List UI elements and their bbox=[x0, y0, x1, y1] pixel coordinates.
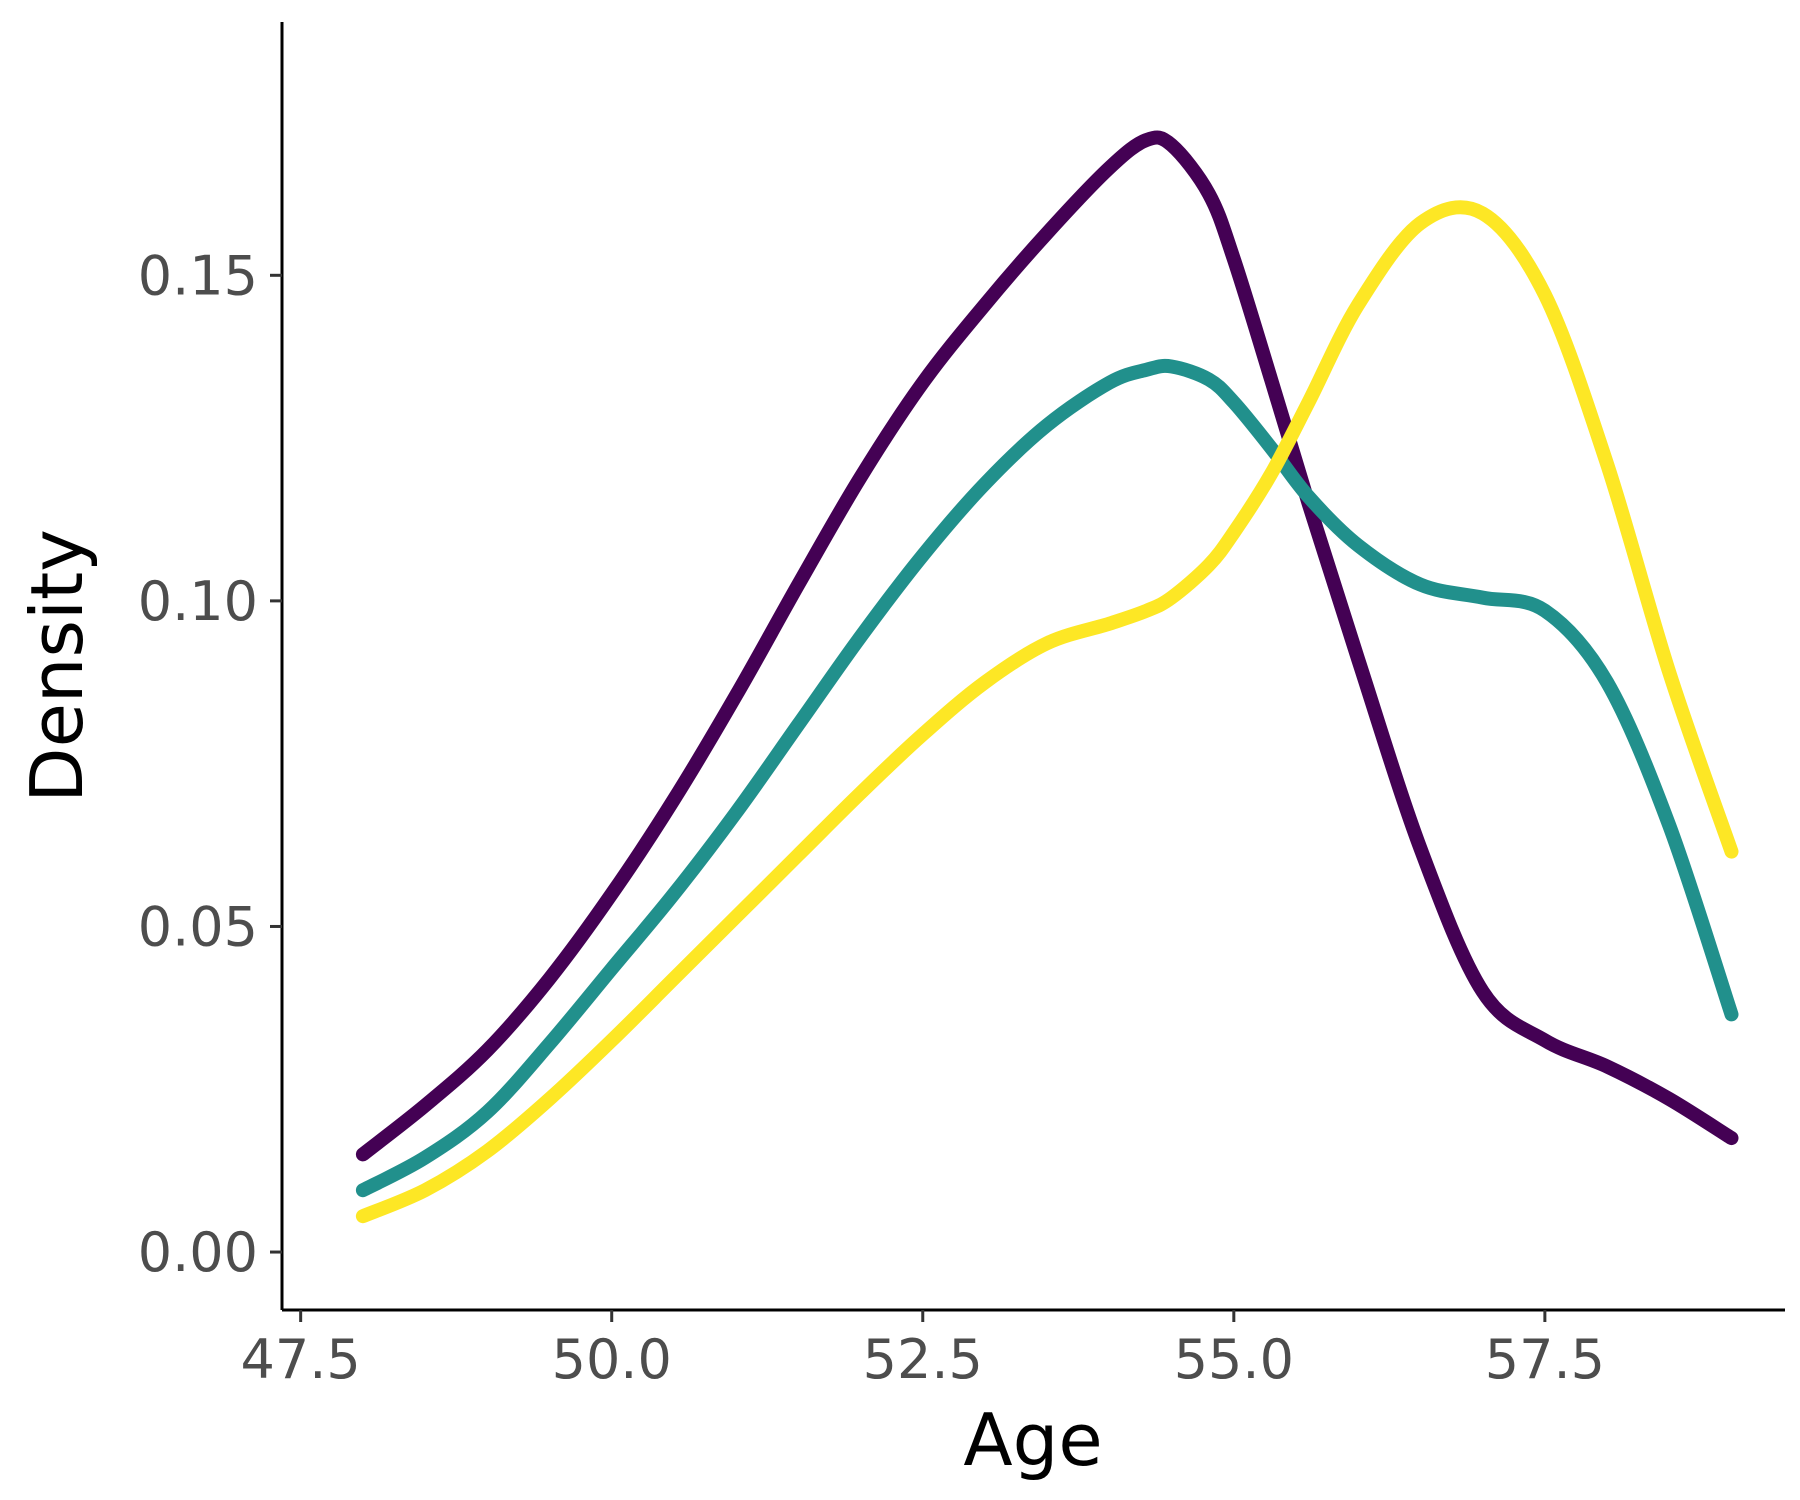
density-line-series-3 bbox=[355, 200, 1739, 1224]
x-tick-label: 57.5 bbox=[1485, 1328, 1605, 1391]
y-tick-label: 0.10 bbox=[138, 570, 258, 633]
y-tick-label: 0.15 bbox=[138, 244, 258, 307]
x-axis-ticks: 47.5 50.0 52.5 55.0 57.5 bbox=[241, 1310, 1605, 1391]
x-tick-label: 50.0 bbox=[552, 1328, 672, 1391]
y-tick-label: 0.05 bbox=[138, 895, 258, 958]
density-line-series-1 bbox=[355, 130, 1739, 1162]
y-axis-title: Density bbox=[15, 529, 99, 803]
x-axis-title: Age bbox=[963, 1398, 1102, 1482]
density-line-series-2 bbox=[355, 358, 1739, 1198]
x-tick-label: 52.5 bbox=[863, 1328, 983, 1391]
x-tick-label: 55.0 bbox=[1174, 1328, 1294, 1391]
y-axis-ticks: 0.00 0.05 0.10 0.15 bbox=[138, 244, 282, 1284]
y-tick-label: 0.00 bbox=[138, 1221, 258, 1284]
x-tick-label: 47.5 bbox=[241, 1328, 361, 1391]
series-layer bbox=[355, 130, 1739, 1224]
